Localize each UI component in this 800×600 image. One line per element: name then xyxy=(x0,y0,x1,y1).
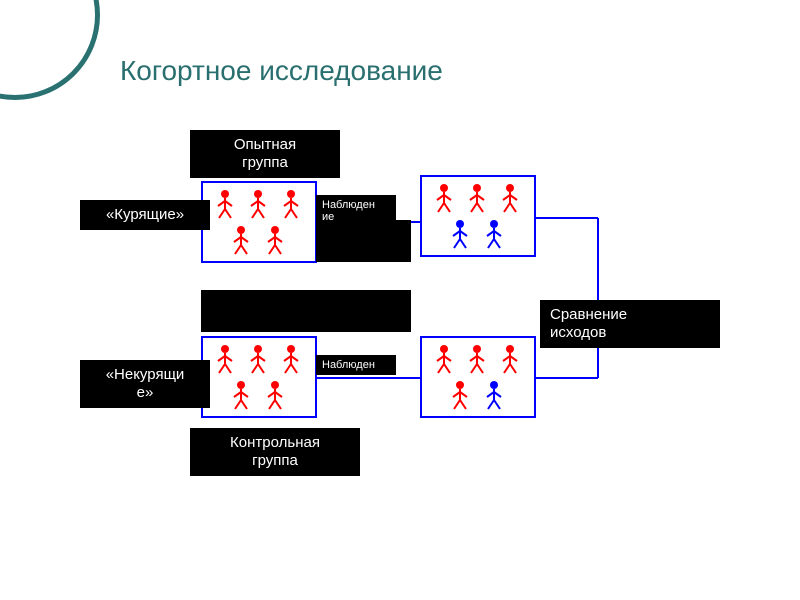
figure-box-3 xyxy=(201,336,317,418)
label-nonsmokers: «Некурящи е» xyxy=(80,360,210,408)
black-bar-top xyxy=(316,220,411,262)
label-smokers: «Курящие» xyxy=(80,200,210,230)
label-compare-outcomes: Сравнение исходов xyxy=(540,300,720,348)
figure-box-2 xyxy=(420,175,536,257)
figure-box-4 xyxy=(420,336,536,418)
label-observation-2: Наблюден xyxy=(316,355,396,375)
label-experimental-group: Опытная группа xyxy=(190,130,340,178)
diagram: Опытная группа «Курящие» Наблюден ие «Не… xyxy=(0,0,800,600)
label-control-group: Контрольная группа xyxy=(190,428,360,476)
figure-box-1 xyxy=(201,181,317,263)
black-bar-mid xyxy=(201,290,411,332)
